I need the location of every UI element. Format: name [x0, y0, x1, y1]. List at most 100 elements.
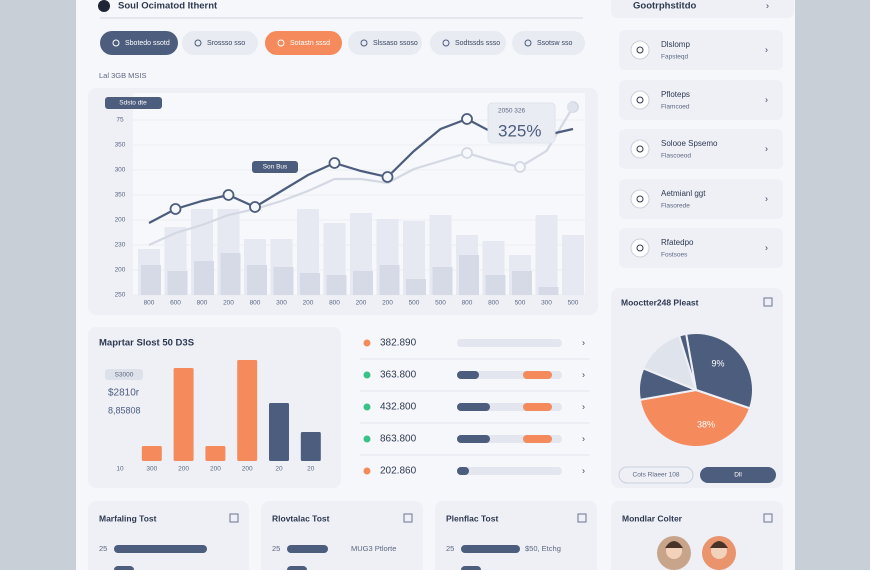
progress	[287, 545, 328, 553]
item-icon	[630, 90, 650, 110]
card-menu[interactable]	[229, 513, 239, 523]
chevron[interactable]: ›	[765, 44, 768, 54]
item-icon-glyph	[636, 244, 644, 252]
chevron[interactable]: ›	[582, 465, 585, 475]
y-tick-label: 200	[115, 217, 126, 224]
side-header-card	[611, 0, 794, 18]
bar	[194, 261, 214, 295]
bar	[141, 265, 161, 295]
y-tick-label: 350	[115, 192, 126, 199]
tab-label[interactable]: Sbotedo ssotd	[125, 40, 170, 47]
chevron[interactable]: ›	[766, 0, 769, 10]
small-value: $2810r	[108, 388, 140, 399]
card-menu[interactable]	[763, 513, 773, 523]
progress-2	[287, 566, 307, 570]
line-marker	[249, 201, 261, 213]
bar	[403, 221, 425, 295]
button[interactable]	[618, 466, 694, 484]
bar	[300, 432, 321, 461]
x-tick-label: 300	[276, 300, 287, 307]
tab[interactable]	[182, 31, 258, 55]
chevron[interactable]: ›	[582, 337, 585, 347]
bottom-title: Plenflac Tost	[446, 513, 498, 523]
x-tick-label: 600	[170, 300, 181, 307]
tab-icon	[360, 39, 368, 47]
y-tick-label: 230	[115, 242, 126, 249]
tab[interactable]	[348, 31, 422, 55]
list-value: 432.800	[380, 402, 417, 413]
x-tick-label: 800	[144, 300, 155, 307]
card-menu[interactable]	[577, 513, 587, 523]
bar	[535, 215, 558, 295]
y-tick-label: 75	[116, 117, 124, 124]
item-icon	[630, 189, 650, 209]
progress	[114, 545, 207, 553]
chevron[interactable]: ›	[582, 433, 585, 443]
status-dot	[363, 339, 371, 347]
progress-orange	[523, 403, 552, 411]
bar	[432, 267, 453, 295]
chart-tag-text: Sdsto dte	[119, 100, 147, 107]
x-tick-label: 800	[197, 300, 208, 307]
tab-label[interactable]: Sodtssds ssso	[455, 40, 500, 47]
tab-label[interactable]: Srossso sso	[207, 40, 245, 47]
tab[interactable]	[430, 31, 506, 55]
bottom-title: Marfaling Tost	[99, 513, 157, 523]
bar	[273, 267, 294, 295]
chevron[interactable]: ›	[765, 242, 768, 252]
chevron[interactable]: ›	[582, 369, 585, 379]
x-tick-label: 500	[409, 300, 420, 307]
item-icon	[630, 139, 650, 159]
card-menu[interactable]	[403, 513, 413, 523]
tab[interactable]	[100, 31, 178, 55]
side-item[interactable]	[619, 179, 783, 219]
tab[interactable]	[265, 31, 342, 55]
tab[interactable]	[512, 31, 585, 55]
button-label[interactable]: Dll	[734, 472, 742, 479]
bar	[485, 275, 506, 295]
pie-label: 9%	[711, 358, 724, 368]
tooltip-small	[252, 161, 298, 173]
side-item[interactable]	[619, 80, 783, 120]
tab-label[interactable]: Slssaso ssoso	[373, 40, 418, 47]
small-tag-text: S3000	[115, 372, 134, 379]
bar	[237, 360, 258, 461]
chevron[interactable]: ›	[765, 94, 768, 104]
bar	[220, 253, 241, 295]
chevron[interactable]: ›	[582, 401, 585, 411]
progress-2	[461, 566, 481, 570]
x-tick-label: 800	[329, 300, 340, 307]
progress-slate	[457, 403, 490, 411]
card-menu[interactable]	[763, 297, 773, 307]
x-tick-label: 300	[146, 466, 157, 473]
small-tag	[105, 369, 143, 380]
y-tick-label: 350	[115, 142, 126, 149]
tab-label[interactable]: Sotastn sssd	[290, 40, 330, 47]
chevron[interactable]: ›	[765, 143, 768, 153]
tab-icon	[442, 39, 450, 47]
chevron[interactable]: ›	[765, 193, 768, 203]
bar	[459, 255, 479, 295]
button-label[interactable]: Cots Rlaeer 108	[633, 472, 680, 479]
side-item[interactable]	[619, 228, 783, 268]
bar	[538, 287, 559, 295]
x-tick-label: 800	[488, 300, 499, 307]
item-icon	[630, 238, 650, 258]
progress-orange	[523, 371, 552, 379]
line-marker	[222, 189, 235, 201]
x-tick-label: 200	[223, 300, 234, 307]
row-note: $50, Etchg	[525, 544, 561, 553]
tooltip	[487, 102, 556, 144]
x-tick-label: 300	[541, 300, 552, 307]
item-title: Aetmianl ggt	[661, 189, 706, 198]
bar	[353, 271, 373, 295]
side-item[interactable]	[619, 129, 783, 169]
item-icon-glyph	[636, 145, 644, 153]
button[interactable]	[700, 467, 776, 483]
bottom-title: Mondlar Colter	[622, 513, 683, 523]
section-label: Lal 3GB MSIS	[99, 71, 147, 80]
tab-label[interactable]: Ssotsw sso	[537, 40, 573, 47]
side-item[interactable]	[619, 30, 783, 70]
y-tick-label: 300	[115, 167, 126, 174]
progress	[461, 545, 520, 553]
